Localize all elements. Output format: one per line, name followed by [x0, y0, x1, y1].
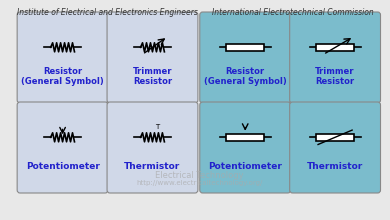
Text: Electrical Technology: Electrical Technology	[156, 170, 244, 180]
Bar	[227, 44, 264, 51]
Text: T: T	[155, 124, 160, 130]
FancyBboxPatch shape	[200, 12, 291, 103]
Text: Potentiometer: Potentiometer	[26, 162, 99, 171]
Text: Resistor
(General Symbol): Resistor (General Symbol)	[204, 66, 287, 86]
Bar	[227, 134, 264, 141]
Text: International Electrotechnical Commission: International Electrotechnical Commissio…	[212, 8, 373, 17]
FancyBboxPatch shape	[200, 102, 291, 193]
Text: Potentiometer: Potentiometer	[208, 162, 282, 171]
Text: Trimmer
Resistor: Trimmer Resistor	[316, 66, 355, 86]
Text: Resistor
(General Symbol): Resistor (General Symbol)	[21, 66, 104, 86]
FancyBboxPatch shape	[107, 12, 198, 103]
Text: Thermistor: Thermistor	[124, 162, 181, 171]
Text: http://www.electricaltechnology.org/: http://www.electricaltechnology.org/	[136, 180, 263, 186]
Text: Trimmer
Resistor: Trimmer Resistor	[133, 66, 172, 86]
FancyBboxPatch shape	[17, 102, 108, 193]
FancyBboxPatch shape	[290, 102, 381, 193]
Text: Thermistor: Thermistor	[307, 162, 363, 171]
Bar	[316, 44, 354, 51]
FancyBboxPatch shape	[290, 12, 381, 103]
FancyBboxPatch shape	[107, 102, 198, 193]
Text: Institute of Electrical and Electronics Engineers: Institute of Electrical and Electronics …	[17, 8, 197, 17]
Bar	[316, 134, 354, 141]
FancyBboxPatch shape	[17, 12, 108, 103]
